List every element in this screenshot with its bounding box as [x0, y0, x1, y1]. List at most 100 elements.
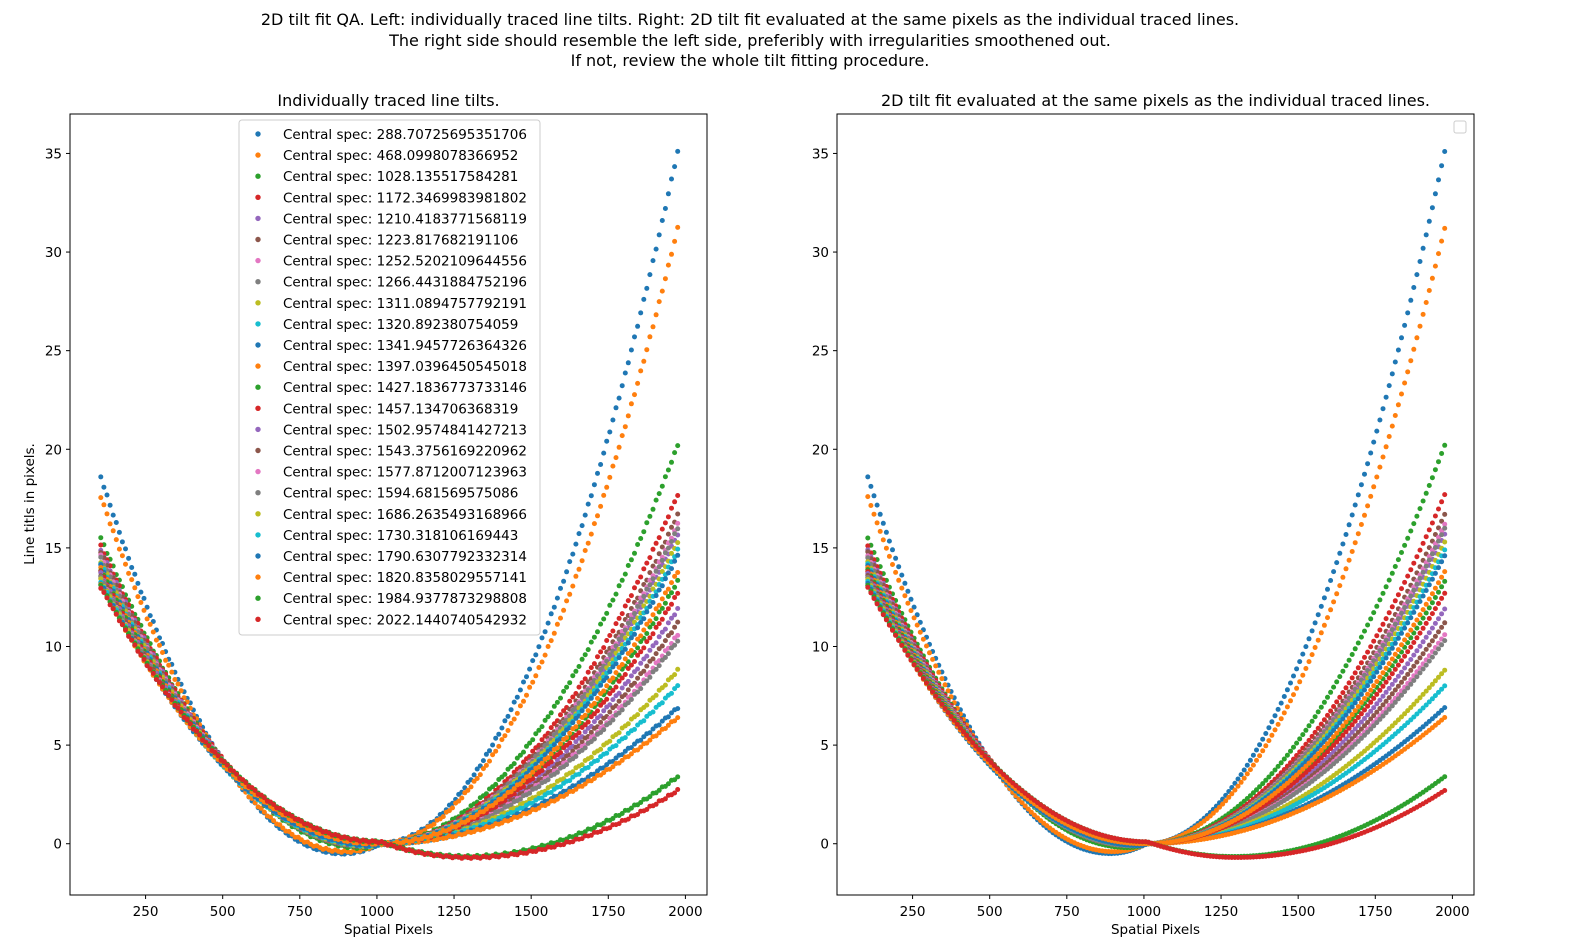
data-point — [616, 730, 622, 736]
data-point — [187, 721, 193, 727]
legend-marker — [255, 553, 261, 559]
data-point — [530, 737, 536, 743]
data-point — [101, 502, 107, 508]
data-point — [641, 668, 647, 674]
data-point — [98, 554, 104, 560]
data-point — [517, 796, 523, 802]
legend-entry: Central spec: 1223.817682191106 — [255, 233, 518, 249]
y-tick-label: 5 — [53, 738, 62, 754]
data-point — [613, 684, 619, 690]
data-point — [511, 761, 517, 767]
data-point — [502, 733, 508, 739]
data-point — [1284, 704, 1290, 710]
data-point — [487, 748, 492, 754]
data-point — [150, 629, 156, 635]
data-point — [153, 637, 159, 643]
data-point — [930, 656, 936, 662]
data-point — [1426, 218, 1432, 224]
data-point — [1272, 727, 1278, 733]
data-point — [659, 483, 665, 489]
data-point — [126, 555, 132, 561]
data-point — [628, 593, 634, 599]
data-point — [1417, 259, 1423, 264]
data-point — [493, 735, 499, 741]
left-legend: Central spec: 288.70725695351706Central … — [238, 119, 541, 636]
data-point — [530, 769, 536, 775]
legend-marker — [255, 194, 261, 200]
data-point — [123, 546, 128, 552]
figure-suptitle: 2D tilt fit QA. Left: individually trace… — [0, 10, 1500, 72]
data-point — [598, 682, 604, 688]
data-point — [610, 697, 616, 703]
data-point — [169, 697, 175, 703]
data-point — [644, 560, 650, 566]
data-point — [107, 521, 113, 527]
legend-label: Central spec: 1172.3469983981802 — [283, 190, 527, 206]
data-point — [277, 822, 283, 828]
data-point — [1254, 757, 1259, 763]
data-point — [570, 673, 576, 679]
data-point — [675, 706, 681, 712]
data-point — [656, 587, 662, 593]
data-point — [558, 585, 563, 591]
data-point — [672, 531, 678, 537]
data-point — [662, 276, 668, 282]
data-point — [588, 695, 594, 701]
x-tick-label: 1000 — [360, 904, 394, 920]
data-point — [1380, 406, 1386, 412]
data-point — [98, 495, 104, 501]
data-point — [508, 707, 514, 713]
data-point — [1238, 779, 1244, 785]
data-point — [527, 666, 533, 672]
data-point — [1352, 502, 1358, 508]
suptitle-line-1: 2D tilt fit QA. Left: individually trace… — [260, 10, 1240, 29]
data-point — [638, 310, 644, 316]
suptitle-line-3: If not, review the whole tilt fitting pr… — [570, 51, 930, 70]
data-point — [465, 787, 471, 793]
data-point — [545, 620, 551, 626]
data-point — [653, 540, 659, 546]
data-point — [616, 395, 622, 401]
data-point — [669, 251, 674, 257]
data-point — [1244, 771, 1250, 777]
data-point — [166, 662, 172, 668]
data-point — [908, 596, 914, 602]
data-point — [893, 569, 899, 575]
data-point — [496, 743, 502, 749]
data-point — [610, 628, 616, 634]
data-point — [665, 586, 671, 592]
data-point — [638, 633, 644, 639]
data-point — [129, 577, 135, 583]
data-point — [604, 438, 610, 444]
data-point — [920, 636, 926, 642]
data-point — [141, 656, 147, 662]
data-point — [595, 629, 600, 635]
data-point — [477, 772, 483, 778]
data-point — [184, 717, 190, 723]
data-point — [647, 582, 653, 588]
data-point — [110, 606, 116, 612]
legend-label: Central spec: 1223.817682191106 — [283, 233, 518, 249]
data-point — [893, 555, 899, 561]
data-point — [886, 538, 892, 544]
data-point — [98, 474, 104, 480]
data-point — [163, 657, 169, 663]
data-point — [591, 482, 597, 488]
data-point — [517, 703, 523, 709]
legend-label: Central spec: 1210.4183771568119 — [283, 211, 527, 227]
data-point — [551, 630, 557, 636]
legend-entry: Central spec: 1252.5202109644556 — [255, 254, 527, 270]
series-2-points — [865, 225, 1448, 855]
legend-entry: Central spec: 1266.4431884752196 — [255, 275, 527, 291]
data-point — [1392, 359, 1398, 365]
data-point — [632, 334, 637, 340]
data-point — [601, 727, 607, 733]
data-point — [665, 545, 671, 551]
data-point — [147, 666, 153, 672]
data-point — [480, 766, 486, 772]
data-point — [877, 511, 883, 517]
data-point — [890, 547, 895, 553]
data-point — [613, 455, 619, 461]
legend-entry: Central spec: 2022.1440740542932 — [255, 612, 527, 628]
data-point — [1235, 783, 1241, 789]
